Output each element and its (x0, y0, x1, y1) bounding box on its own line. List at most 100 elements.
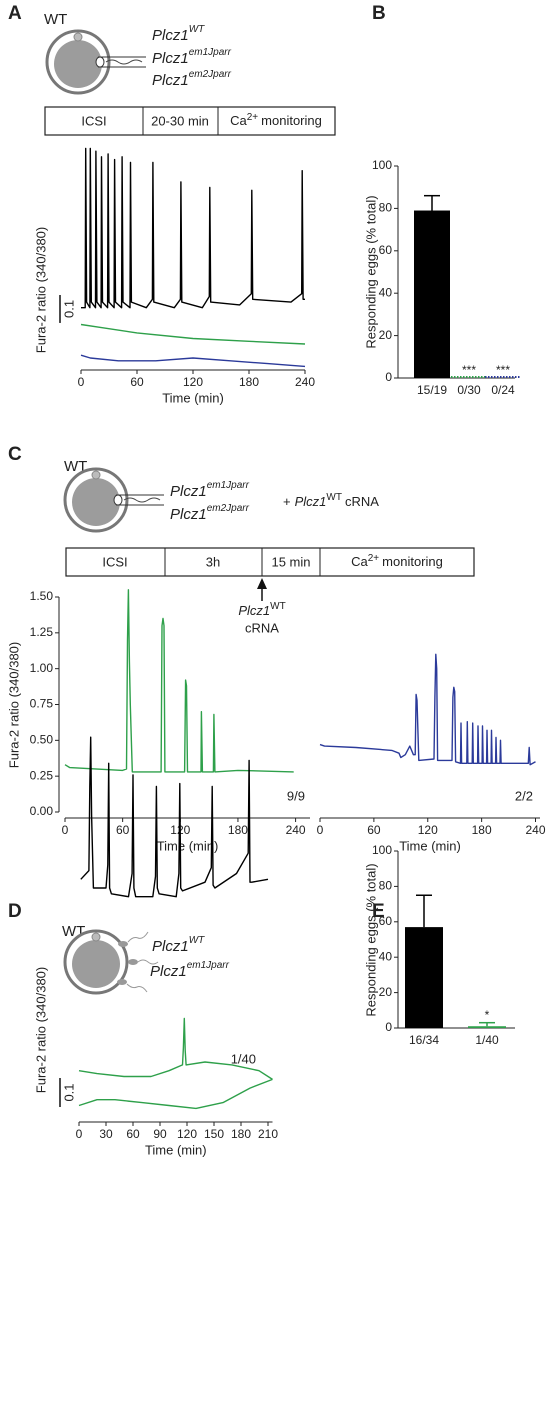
timeline-step: 15 min (271, 554, 310, 569)
x-tick-label: 240 (286, 823, 306, 837)
x-tick-label: 60 (367, 823, 381, 837)
allele: em1Jparr (187, 960, 230, 971)
y-tick-label: 0.75 (30, 697, 54, 711)
egg (63, 929, 159, 995)
x-tick-label: 240 (525, 823, 545, 837)
egg (45, 29, 146, 95)
timeline: ICSI 20-30 min Ca2+ monitoring (44, 106, 336, 136)
y-axis-title: Responding eggs (% total) (363, 195, 378, 348)
genotype-label: Plcz1WT (152, 24, 205, 44)
x-tick-label: 120 (183, 375, 203, 389)
timeline-step: ICSI (102, 554, 127, 569)
y-tick-label: 100 (372, 843, 392, 857)
allele: em2Jparr (207, 503, 250, 514)
x-axis-title: Time (min) (399, 838, 461, 853)
y-tick-label: 80 (379, 201, 393, 215)
timeline-step: Ca2+ monitoring (351, 553, 443, 570)
injection-label: cRNA (245, 620, 279, 635)
polar-body (73, 32, 83, 42)
y-tick-label: 40 (379, 285, 393, 299)
x-tick-label: 0 (78, 375, 85, 389)
trace (80, 354, 306, 368)
sperm (123, 497, 161, 503)
gene: Plcz1 (150, 963, 187, 980)
trace (80, 323, 306, 345)
timeline-box (44, 106, 336, 136)
y-tick-label: 60 (379, 914, 393, 928)
significance: * (485, 1008, 490, 1022)
genotype-label: Plcz1em1Jparr (150, 960, 230, 980)
x-tick-label: 0 (62, 823, 69, 837)
x-axis-title: Time (min) (145, 1142, 207, 1157)
x-tick-label: 0 (317, 823, 324, 837)
trace (64, 589, 294, 773)
annotation: 9/9 (287, 788, 305, 803)
charge: 2+ (368, 553, 380, 564)
injection-label: Plcz1WT (238, 601, 285, 619)
ion: Ca (230, 113, 247, 128)
trace (80, 736, 269, 898)
x-tick-label: 210 (258, 1127, 278, 1141)
x-tick-label: 30 (99, 1127, 113, 1141)
scale-bar-label: 0.1 (61, 300, 76, 318)
timeline-step: ICSI (81, 113, 106, 128)
annotation: 2/2 (515, 788, 533, 803)
bar (468, 1026, 506, 1028)
y-axis-title: Responding eggs (% total) (363, 863, 378, 1016)
bar (405, 927, 443, 1028)
x-tick-label: 60 (130, 375, 144, 389)
y-axis-title: Fura-2 ratio (340/380) (33, 967, 48, 1093)
egg (63, 467, 164, 533)
genotype-label: Plcz1em2Jparr (170, 503, 250, 523)
y-tick-label: 100 (372, 158, 392, 172)
y-tick-label: 0 (385, 1020, 392, 1034)
y-tick-label: 1.00 (30, 661, 54, 675)
x-tick-label: 60 (116, 823, 130, 837)
panel-label: B (372, 3, 386, 24)
x-tick-label: 180 (231, 1127, 251, 1141)
y-axis-title: Fura-2 ratio (340/380) (33, 227, 48, 353)
ion: Ca (351, 554, 368, 569)
trace (78, 1017, 273, 1080)
x-axis-title: Time (min) (157, 838, 219, 853)
y-tick-label: 0.25 (30, 768, 54, 782)
trace (319, 653, 536, 766)
genotype-label: Plcz1em1Jparr (170, 480, 250, 500)
x-tick-label: 0 (76, 1127, 83, 1141)
x-tick-label: 120 (418, 823, 438, 837)
x-tick-label: 1/40 (475, 1033, 499, 1047)
x-axis-title: Time (min) (162, 390, 224, 405)
genotype-label: Plcz1em1Jparr (152, 47, 232, 67)
allele: em2Jparr (189, 69, 232, 80)
x-tick-label: 16/34 (409, 1033, 439, 1047)
panel-label: E (372, 901, 385, 922)
timeline-box (65, 547, 475, 577)
polar-body (91, 932, 101, 942)
y-tick-label: 0 (385, 370, 392, 384)
polar-body (91, 470, 101, 480)
gene: Plcz1 (295, 494, 327, 509)
pipette-tip (95, 56, 105, 68)
scale-bar-label: 0.1 (61, 1083, 76, 1101)
gene: Plcz1 (152, 72, 189, 89)
panel-label: D (8, 901, 22, 922)
x-tick-label: 180 (228, 823, 248, 837)
y-tick-label: 1.50 (30, 589, 54, 603)
y-tick-label: 20 (379, 328, 393, 342)
ooplasm (72, 940, 120, 988)
gene: Plcz1 (170, 483, 207, 500)
sperm-head (117, 979, 127, 985)
sperm-head (118, 941, 128, 947)
allele: em1Jparr (189, 47, 232, 58)
sperm-head (128, 959, 138, 965)
sperm-tail (126, 983, 148, 993)
timeline-step: 20-30 min (151, 113, 209, 128)
allele: em1Jparr (207, 480, 250, 491)
panel-label: A (8, 3, 22, 24)
gene: Plcz1 (152, 27, 189, 44)
x-tick-label: 120 (177, 1127, 197, 1141)
allele: WT (189, 935, 205, 946)
ooplasm (54, 40, 102, 88)
arrow-head (257, 578, 267, 589)
sperm-tail (137, 959, 159, 965)
